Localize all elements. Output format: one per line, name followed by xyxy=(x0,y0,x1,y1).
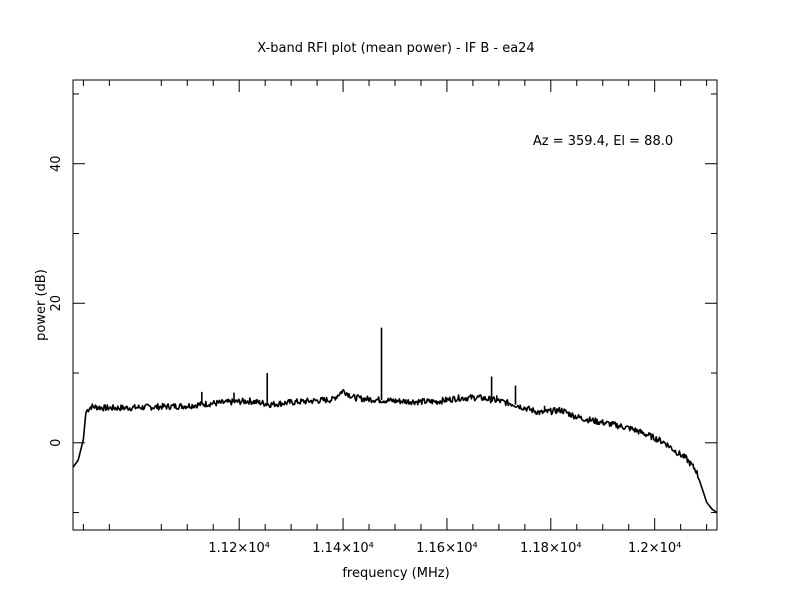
axis-tick-labels: 1.12×10⁴ 1.14×10⁴ 1.16×10⁴ 1.18×10⁴ 1.2×10⁴ 0… xyxy=(49,155,681,556)
x-tick-label: 1.14×10⁴ xyxy=(312,541,374,556)
x-tick-label: 1.12×10⁴ xyxy=(208,541,270,556)
az-el-annotation: Az = 359.4, El = 88.0 xyxy=(533,134,673,149)
axis-ticks xyxy=(73,80,717,530)
x-tick-label: 1.16×10⁴ xyxy=(416,541,478,556)
chart-title: X-band RFI plot (mean power) - IF B - ea… xyxy=(257,41,534,56)
y-tick-label: 0 xyxy=(49,439,64,447)
x-tick-label: 1.2×10⁴ xyxy=(628,541,681,556)
y-axis-label: power (dB) xyxy=(34,269,49,341)
y-tick-label: 40 xyxy=(49,155,64,172)
x-tick-label: 1.18×10⁴ xyxy=(520,541,582,556)
spectrum-line xyxy=(72,388,718,514)
y-tick-label: 20 xyxy=(49,295,64,312)
rfi-spikes xyxy=(201,327,546,413)
x-axis-label: frequency (MHz) xyxy=(342,566,449,581)
